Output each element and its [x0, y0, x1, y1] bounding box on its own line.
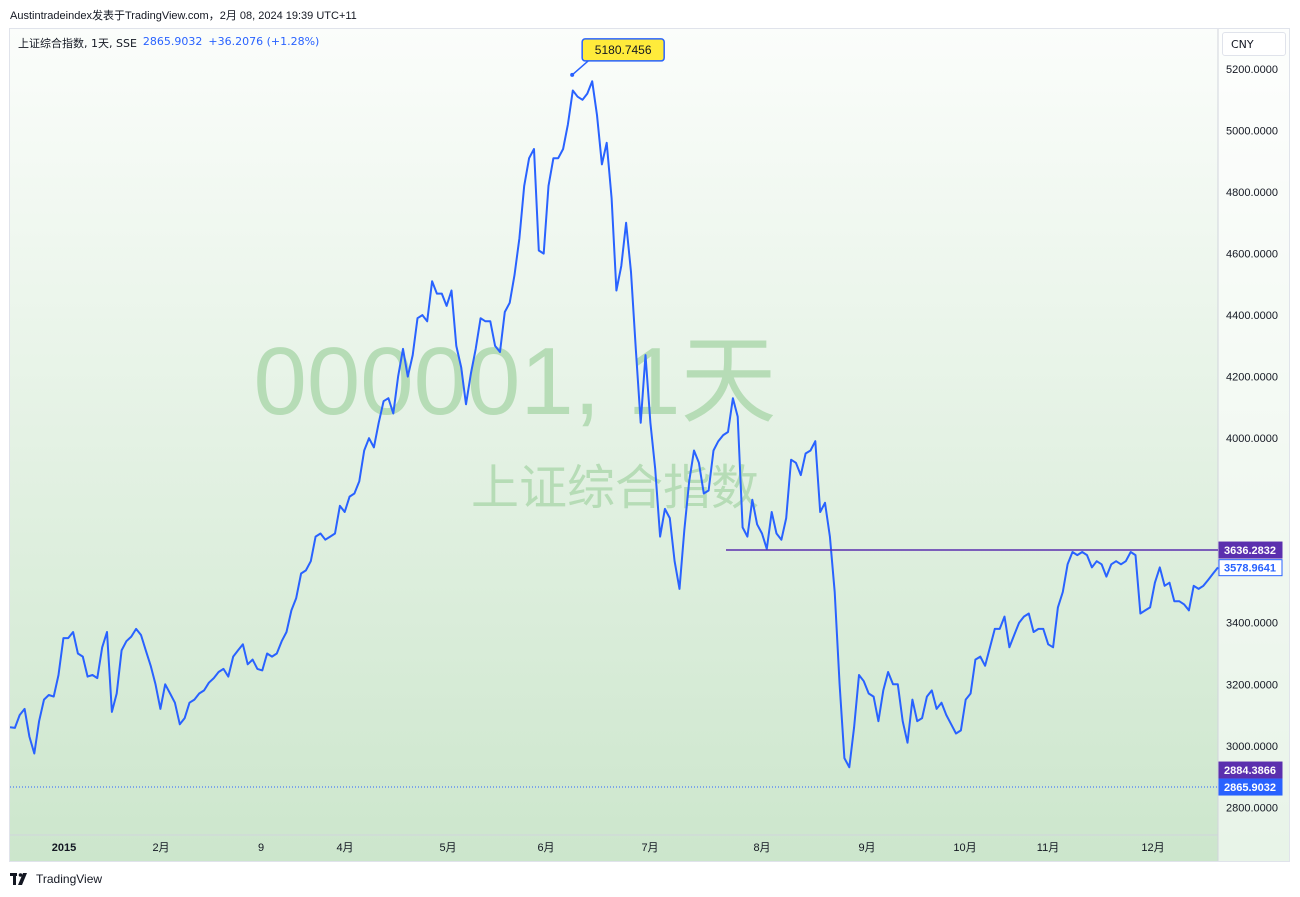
legend-change: +36.2076 (+1.28%)	[208, 35, 320, 48]
x-tick-label: 5月	[439, 842, 456, 854]
chart-background	[10, 29, 1289, 861]
y-tick-label: 3400.0000	[1226, 618, 1278, 630]
price-series-line	[10, 80, 1219, 769]
x-tick-label: 4月	[336, 842, 353, 854]
x-tick-label: 2月	[152, 842, 169, 854]
y-tick-label: 4200.0000	[1226, 372, 1278, 384]
y-tick-label: 4600.0000	[1226, 249, 1278, 261]
x-tick-label: 9月	[858, 842, 875, 854]
watermark-name: 上证综合指数	[471, 462, 759, 515]
footer: TradingView	[10, 872, 102, 886]
legend: 上证综合指数, 1天, SSE 2865.9032 +36.2076 (+1.2…	[18, 35, 319, 51]
x-tick-label: 2015	[52, 842, 76, 854]
x-tick-label: 12月	[1141, 842, 1164, 854]
x-tick-label: 11月	[1037, 842, 1059, 854]
publish-header: Austintradeindex发表于TradingView.com，2月 08…	[10, 10, 357, 22]
last-price-tag: 3578.9641	[1224, 563, 1276, 575]
hline-price-tag-box	[1218, 541, 1283, 559]
price-scale-background	[1218, 29, 1289, 861]
high-callout-label: 5180.7456	[595, 43, 652, 57]
low-price-tag: 2884.3866	[1224, 765, 1276, 777]
price-chart[interactable]: 000001, 1天 上证综合指数 2800.0000 3000.0000 3200…	[10, 29, 1290, 862]
x-tick-label: 8月	[753, 842, 770, 854]
legend-symbol: 上证综合指数, 1天, SSE	[18, 37, 137, 50]
y-tick-label: 3200.0000	[1226, 679, 1278, 691]
x-tick-label: 10月	[953, 842, 976, 854]
x-tick-label: 6月	[537, 842, 554, 854]
currency-button[interactable]: CNY	[1222, 32, 1286, 56]
y-tick-label: 2800.0000	[1226, 802, 1278, 814]
y-tick-label: 4000.0000	[1226, 433, 1278, 445]
last-price-tag-box	[1218, 559, 1283, 577]
y-tick-label: 5200.0000	[1226, 64, 1278, 76]
y-tick-label: 5000.0000	[1226, 126, 1278, 138]
y-tick-label: 4400.0000	[1226, 310, 1278, 322]
low-price-tag-box	[1218, 761, 1283, 779]
high-callout-pointer	[571, 60, 589, 76]
chart-frame[interactable]: 000001, 1天 上证综合指数 2800.0000 3000.0000 3200…	[9, 28, 1290, 862]
current-price-tag-box	[1218, 778, 1283, 796]
x-tick-label: 9	[258, 842, 264, 854]
y-tick-label: 4800.0000	[1226, 187, 1278, 199]
watermark-symbol: 000001, 1天	[253, 328, 776, 435]
hline-price-tag: 3636.2832	[1224, 545, 1276, 557]
footer-brand: TradingView	[36, 872, 103, 886]
legend-last-value: 2865.9032	[142, 35, 203, 48]
current-price-tag: 2865.9032	[1224, 782, 1276, 794]
tradingview-logo-icon	[10, 873, 27, 885]
x-tick-label: 7月	[641, 842, 658, 854]
y-tick-label: 3000.0000	[1226, 741, 1278, 753]
high-callout-box[interactable]	[581, 38, 665, 62]
